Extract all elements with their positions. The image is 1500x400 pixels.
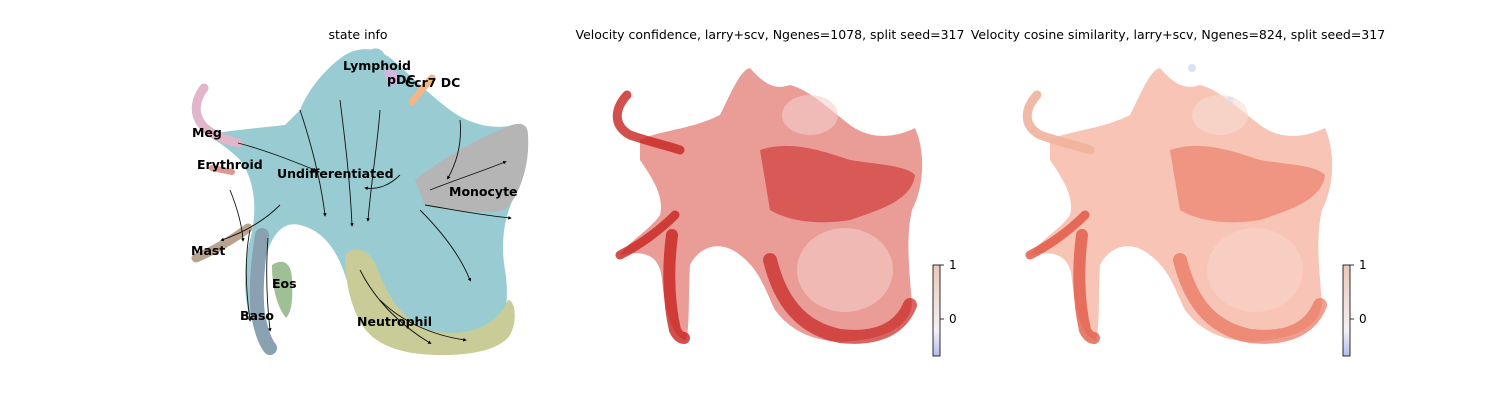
panel3-low-point <box>1188 64 1196 72</box>
colorbar-tick-label: 1 <box>949 258 957 272</box>
panel2-neutrophil-arc <box>763 253 917 344</box>
cluster-region-neutrophil <box>345 249 515 356</box>
panel1-cluster-labels: Lymphoid pDC Ccr7 DC Meg Erythroid Undif… <box>191 58 518 329</box>
panel2-title: Velocity confidence, larry+scv, Ngenes=1… <box>576 27 965 42</box>
streamline <box>229 189 245 242</box>
cluster-region-pdc <box>384 68 399 86</box>
cluster-label-mast: Mast <box>191 243 225 258</box>
panel1-title: state info <box>328 27 387 42</box>
streamline <box>366 109 381 222</box>
cluster-label-undifferentiated: Undifferentiated <box>277 166 394 181</box>
cluster-region-baso <box>249 228 277 355</box>
panel2-embedding <box>612 68 923 344</box>
panel3-branch-baso <box>1073 229 1100 344</box>
streamline <box>266 237 272 332</box>
panel2-sparse-area <box>797 228 893 312</box>
panel-velocity-confidence: Velocity confidence, larry+scv, Ngenes=1… <box>576 27 965 357</box>
panel3-sparse-area <box>1207 228 1303 312</box>
streamline <box>364 174 401 191</box>
cluster-region-erythroid <box>209 165 235 175</box>
colorbar-tick-label: 0 <box>1359 312 1367 326</box>
panel2-branch-mast <box>615 210 680 260</box>
panel3-neutrophil-arc <box>1173 253 1327 344</box>
cluster-label-monocyte: Monocyte <box>449 184 518 199</box>
panel2-colorbar: 1 0 <box>932 258 957 357</box>
cluster-region-eos <box>272 261 293 318</box>
cluster-label-eos: Eos <box>272 276 297 291</box>
cluster-label-erythroid: Erythroid <box>197 157 263 172</box>
panel-velocity-cosine-similarity: Velocity cosine similarity, larry+scv, N… <box>971 27 1385 357</box>
panel3-sparse-area <box>1192 95 1248 135</box>
streamline <box>245 229 252 322</box>
streamline <box>359 269 432 344</box>
panel3-low-point <box>1226 96 1234 104</box>
panel2-branch-baso <box>663 229 690 344</box>
streamline <box>237 142 317 172</box>
cluster-region-meg <box>191 83 243 148</box>
cluster-label-baso: Baso <box>240 308 274 323</box>
cluster-label-neutrophil: Neutrophil <box>357 314 432 329</box>
panel3-colorbar: 1 0 <box>1342 258 1367 357</box>
panel1-streamlines <box>220 99 512 344</box>
streamline <box>379 299 467 342</box>
panel2-branch-meg <box>612 90 685 155</box>
panel3-branch-meg <box>1022 90 1095 155</box>
cluster-region-undifferentiated <box>205 49 523 353</box>
panel3-branch-mast <box>1025 210 1090 260</box>
colorbar-bar <box>932 264 941 357</box>
cluster-label-meg: Meg <box>192 125 222 140</box>
streamline <box>220 204 281 242</box>
cluster-region-ccr7dc <box>408 74 436 106</box>
streamline <box>429 160 507 191</box>
streamline <box>424 204 512 220</box>
colorbar-tick-label: 1 <box>1359 258 1367 272</box>
streamline <box>299 109 327 217</box>
streamline <box>339 99 354 227</box>
colorbar-tick-label: 0 <box>949 312 957 326</box>
panel3-title: Velocity cosine similarity, larry+scv, N… <box>971 27 1385 42</box>
panel1-embedding <box>191 48 529 356</box>
colorbar-bar <box>1342 264 1351 357</box>
cluster-region-monocyte <box>415 123 529 213</box>
streamline <box>447 119 461 180</box>
panel3-embedding <box>1022 64 1333 344</box>
cluster-label-pdc: pDC <box>387 72 416 87</box>
panel2-sparse-area <box>782 95 838 135</box>
cluster-label-lymphoid: Lymphoid <box>343 58 411 73</box>
streamline <box>419 209 472 282</box>
cluster-label-ccr7dc: Ccr7 DC <box>405 75 460 90</box>
panel-state-info: state info <box>191 27 529 356</box>
panel3-core <box>1170 145 1325 223</box>
cluster-region-lymphoid <box>366 48 386 65</box>
panel2-core <box>760 145 915 223</box>
